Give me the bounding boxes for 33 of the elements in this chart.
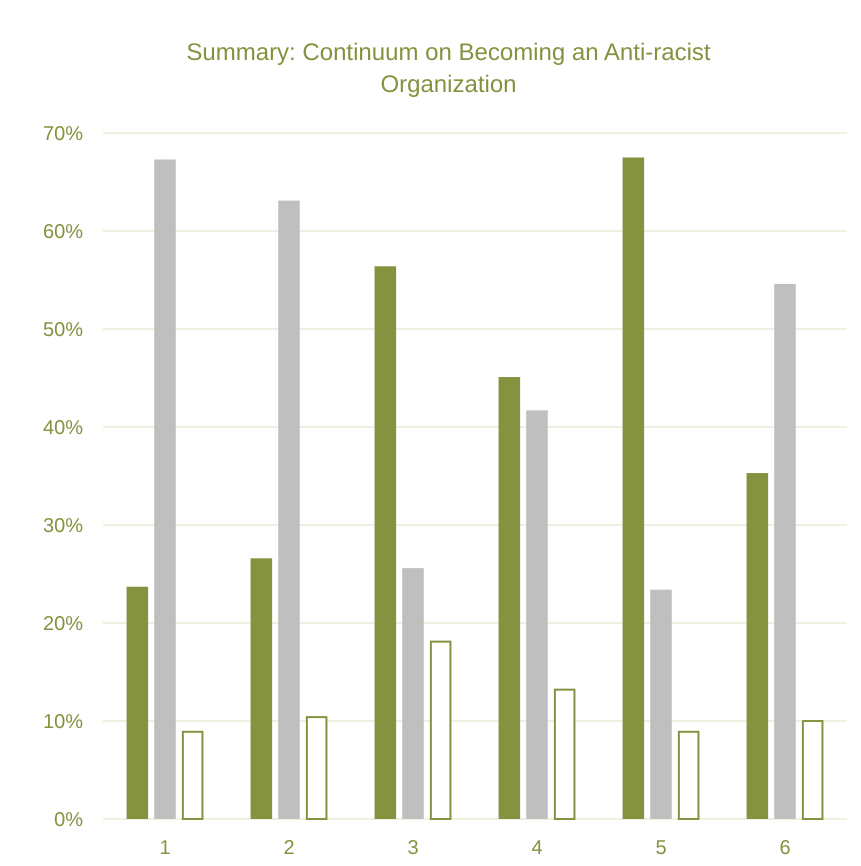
bar	[678, 730, 700, 820]
bar	[278, 200, 300, 819]
y-tick-label: 50%	[42, 319, 84, 341]
bar	[402, 568, 424, 819]
bar	[154, 159, 176, 819]
y-tick-label: 40%	[42, 417, 84, 439]
y-tick-label: 0%	[54, 809, 84, 831]
bar	[802, 720, 824, 820]
bar	[306, 716, 328, 820]
bar	[182, 730, 204, 820]
bar	[526, 410, 548, 819]
bar	[554, 688, 576, 820]
y-tick-label: 20%	[42, 613, 84, 635]
bar	[430, 640, 452, 820]
bar	[622, 158, 644, 819]
bar	[774, 284, 796, 819]
x-tick-label: 4	[531, 837, 543, 859]
x-tick-label: 1	[159, 837, 171, 859]
bar	[126, 586, 148, 819]
bar	[650, 590, 672, 819]
y-tick-label: 60%	[42, 221, 84, 243]
chart-title: Summary: Continuum on Becoming an Anti-racist Organization	[186, 39, 711, 98]
bar	[250, 558, 272, 819]
bar	[374, 266, 396, 819]
bar	[498, 377, 520, 819]
bar	[746, 473, 768, 819]
y-tick-label: 30%	[42, 515, 84, 537]
x-tick-label: 2	[283, 837, 295, 859]
x-tick-label: 6	[779, 837, 791, 859]
y-tick-label: 70%	[42, 123, 84, 145]
y-tick-label: 10%	[42, 711, 84, 733]
x-tick-label: 3	[407, 837, 419, 859]
x-tick-label: 5	[655, 837, 667, 859]
